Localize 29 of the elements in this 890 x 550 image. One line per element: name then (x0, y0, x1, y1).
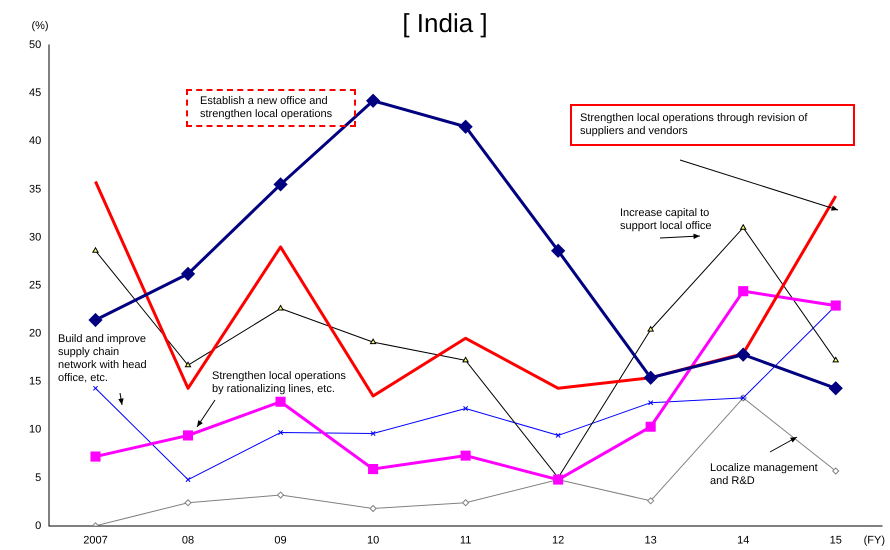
annotation: Build and improve supply chain network with head office, etc. (58, 333, 148, 385)
y-tick-label: 25 (28, 279, 42, 292)
x-tick-label: 08 (182, 534, 194, 546)
y-tick-label: 5 (35, 472, 42, 484)
y-tick-label: 50 (28, 39, 42, 52)
x-tick-label: 09 (274, 534, 287, 546)
y-axis-title: (%) (31, 20, 49, 32)
x-tick-label: 14 (737, 534, 750, 546)
annotation: Establish a new office and strengthen local operations (186, 89, 356, 127)
y-tick-label: 30 (28, 231, 42, 244)
x-axis-title: (FY) (864, 534, 885, 546)
annotation: Strengthen local operations by rationalizing lines, etc. (212, 370, 347, 396)
x-tick-label: 15 (830, 534, 842, 546)
y-tick-label: 15 (28, 376, 42, 388)
x-tick-label: 13 (644, 534, 657, 546)
y-tick-label: 10 (28, 424, 42, 436)
annotation: Localize management and R&D (710, 462, 819, 488)
annotation: Strengthen local operations through revision of suppliers and vendors (570, 104, 855, 146)
x-tick-label: 10 (366, 534, 380, 546)
y-tick-label: 20 (28, 328, 42, 340)
y-tick-label: 45 (28, 87, 42, 100)
y-tick-label: 40 (28, 135, 42, 148)
x-tick-label: 12 (552, 534, 564, 546)
x-tick-label: 2007 (83, 534, 108, 546)
x-tick-label: 11 (460, 534, 472, 546)
y-tick-label: 35 (28, 183, 42, 196)
y-tick-label: 0 (35, 520, 42, 532)
chart-title: [ India ] (402, 8, 488, 38)
annotation: Increase capital to support local office (620, 207, 713, 233)
